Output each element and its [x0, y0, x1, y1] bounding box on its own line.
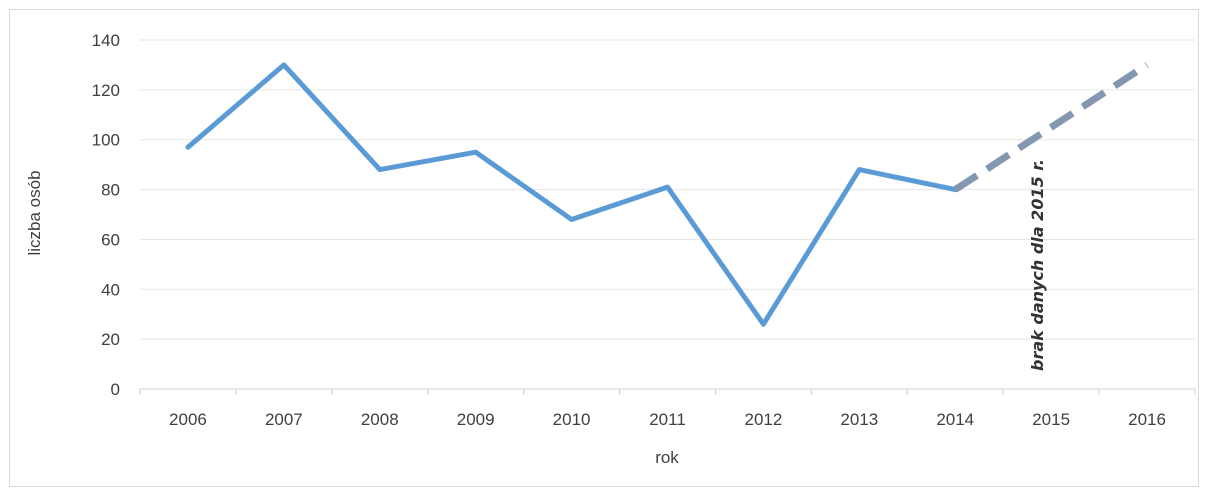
series-line-solid [185, 62, 958, 327]
x-tick-label: 2014 [936, 410, 974, 429]
y-tick-label: 80 [101, 181, 120, 200]
x-tick-label: 2010 [553, 410, 591, 429]
annotation-no-data-2015: brak danych dla 2015 r. [1028, 159, 1047, 371]
x-tick-label: 2007 [265, 410, 303, 429]
chart-frame [9, 9, 1199, 487]
y-axis-title: liczba osób [25, 170, 44, 255]
x-tick-label: 2009 [457, 410, 495, 429]
y-tick-labels: 0 20 40 60 80 100 120 140 [92, 31, 120, 399]
x-tick-label: 2012 [744, 410, 782, 429]
x-tick-label: 2006 [169, 410, 207, 429]
y-tick-label: 120 [92, 81, 120, 100]
x-tick-label: 2011 [649, 410, 686, 429]
series-line-dashed [953, 61, 1149, 193]
x-tick-label: 2015 [1032, 410, 1070, 429]
gridlines [140, 39, 1195, 340]
y-tick-label: 140 [92, 31, 120, 50]
x-axis-title: rok [655, 448, 679, 467]
series [185, 61, 1149, 327]
axes [139, 388, 1196, 395]
x-tick-labels: 2006 2007 2008 2009 2010 2011 2012 2013 2014 2015… [169, 410, 1166, 429]
y-tick-label: 40 [101, 280, 120, 299]
y-tick-label: 60 [101, 230, 120, 249]
y-tick-label: 100 [92, 131, 120, 150]
x-tick-label: 2013 [840, 410, 878, 429]
y-tick-label: 20 [101, 330, 120, 349]
x-tick-label: 2016 [1128, 410, 1166, 429]
y-tick-label: 0 [111, 380, 120, 399]
x-tick-label: 2008 [361, 410, 399, 429]
